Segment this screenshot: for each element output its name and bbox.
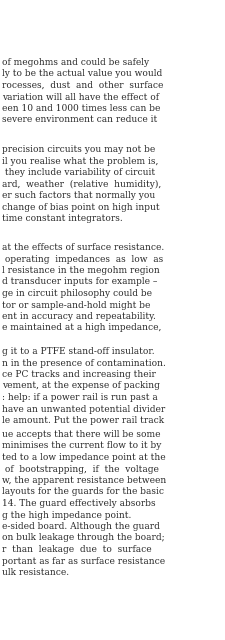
Text: ted to a low impedance point at the: ted to a low impedance point at the — [2, 453, 165, 462]
Text: r  than  leakage  due  to  surface: r than leakage due to surface — [2, 545, 151, 554]
Text: portant as far as surface resistance: portant as far as surface resistance — [2, 557, 164, 566]
Text: they include variability of circuit: they include variability of circuit — [2, 168, 154, 177]
Text: tor or sample-and-hold might be: tor or sample-and-hold might be — [2, 301, 150, 310]
Text: vement, at the expense of packing: vement, at the expense of packing — [2, 381, 159, 390]
Text: e maintained at a high impedance,: e maintained at a high impedance, — [2, 323, 161, 333]
Text: have an unwanted potential divider: have an unwanted potential divider — [2, 404, 164, 413]
Text: variation will all have the effect of: variation will all have the effect of — [2, 93, 158, 102]
Text: il you realise what the problem is,: il you realise what the problem is, — [2, 157, 158, 166]
Text: 14. The guard effectively absorbs: 14. The guard effectively absorbs — [2, 499, 155, 508]
Text: layouts for the guards for the basic: layouts for the guards for the basic — [2, 488, 163, 497]
Text: precision circuits you may not be: precision circuits you may not be — [2, 145, 155, 154]
Text: l resistance in the megohm region: l resistance in the megohm region — [2, 266, 159, 275]
Text: minimises the current flow to it by: minimises the current flow to it by — [2, 442, 161, 451]
Text: of megohms and could be safely: of megohms and could be safely — [2, 58, 148, 67]
Text: of  bootstrapping,  if  the  voltage: of bootstrapping, if the voltage — [2, 465, 158, 474]
Text: d transducer inputs for example –: d transducer inputs for example – — [2, 278, 157, 287]
Text: le amount. Put the power rail track: le amount. Put the power rail track — [2, 416, 163, 425]
Text: time constant integrators.: time constant integrators. — [2, 214, 122, 223]
Text: ly to be the actual value you would: ly to be the actual value you would — [2, 70, 162, 79]
Text: een 10 and 1000 times less can be: een 10 and 1000 times less can be — [2, 104, 160, 113]
Text: rocesses,  dust  and  other  surface: rocesses, dust and other surface — [2, 81, 163, 90]
Text: ue accepts that there will be some: ue accepts that there will be some — [2, 430, 160, 439]
Text: on bulk leakage through the board;: on bulk leakage through the board; — [2, 534, 164, 543]
Text: ce PC tracks and increasing their: ce PC tracks and increasing their — [2, 370, 155, 379]
Text: ard,  weather  (relative  humidity),: ard, weather (relative humidity), — [2, 179, 160, 189]
Text: g it to a PTFE stand-off insulator.: g it to a PTFE stand-off insulator. — [2, 347, 154, 356]
Text: w, the apparent resistance between: w, the apparent resistance between — [2, 476, 166, 485]
Text: g the high impedance point.: g the high impedance point. — [2, 511, 131, 520]
Text: e-sided board. Although the guard: e-sided board. Although the guard — [2, 522, 159, 531]
Text: n in the presence of contamination.: n in the presence of contamination. — [2, 358, 165, 367]
Text: at the effects of surface resistance.: at the effects of surface resistance. — [2, 243, 164, 252]
Text: operating  impedances  as  low  as: operating impedances as low as — [2, 255, 162, 264]
Text: change of bias point on high input: change of bias point on high input — [2, 202, 159, 211]
Text: er such factors that normally you: er such factors that normally you — [2, 191, 155, 200]
Text: ulk resistance.: ulk resistance. — [2, 568, 69, 577]
Text: ge in circuit philosophy could be: ge in circuit philosophy could be — [2, 289, 151, 298]
Text: : help: if a power rail is run past a: : help: if a power rail is run past a — [2, 393, 157, 402]
Text: severe environment can reduce it: severe environment can reduce it — [2, 115, 157, 125]
Text: ent in accuracy and repeatability.: ent in accuracy and repeatability. — [2, 312, 155, 321]
